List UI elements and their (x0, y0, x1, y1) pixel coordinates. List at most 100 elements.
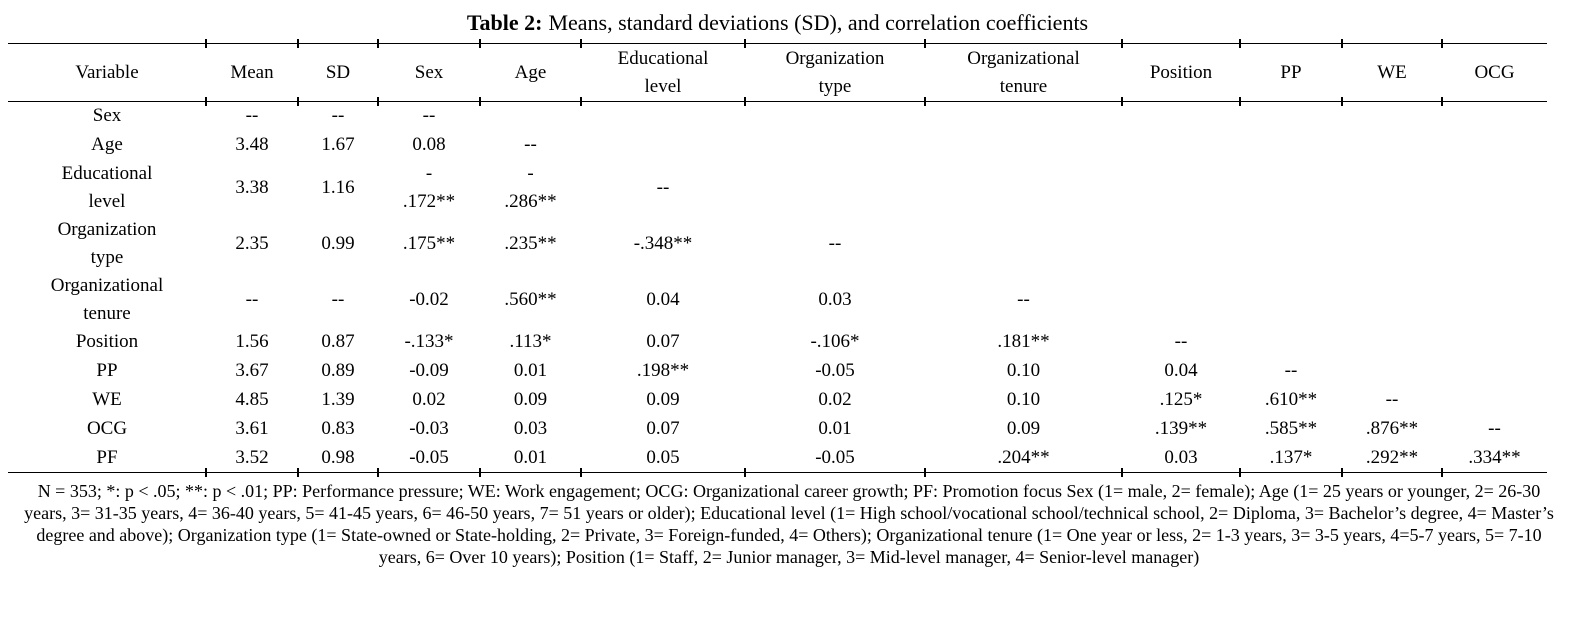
cell: - .172** (402, 162, 456, 212)
cell: 1.39 (321, 389, 355, 410)
cell (1442, 357, 1547, 386)
cell: .181** (997, 331, 1050, 352)
row-variable: Educational level (61, 162, 153, 212)
table-row: Age 3.48 1.67 0.08 -- (8, 131, 1547, 160)
cell: .292** (1341, 443, 1442, 477)
row-variable: PF (8, 443, 206, 473)
table-row: WE 4.85 1.39 0.02 0.09 0.09 0.02 0.10 .125* .610*… (8, 386, 1547, 415)
cell (1442, 272, 1547, 328)
cell: .585** (1264, 418, 1318, 439)
cell: -- (1488, 418, 1501, 439)
cell (1342, 272, 1442, 328)
column-header: Age (479, 39, 581, 107)
cell (745, 102, 925, 131)
cell: -.133* (404, 331, 454, 352)
table-row: OCG 3.61 0.83 -0.03 0.03 0.07 0.01 0.09 .139** .5… (8, 415, 1547, 444)
table-row: Educational level 3.38 1.16 - .172** - .286*… (8, 160, 1547, 216)
cell: -- (422, 105, 436, 127)
cell: 0.09 (513, 389, 548, 410)
cell: .235** (504, 232, 557, 254)
cell: 0.01 (479, 443, 581, 477)
cell: 0.04 (646, 288, 680, 310)
cell (1240, 131, 1342, 160)
cell: -0.05 (815, 360, 855, 381)
cell (1442, 160, 1547, 216)
cell (1342, 328, 1442, 357)
cell: 0.07 (646, 418, 680, 439)
table-body: Sex -- -- -- Age 3.48 1.67 0.08 -- Educational le… (8, 102, 1547, 477)
cell: -- (1284, 360, 1298, 381)
cell (1342, 102, 1442, 131)
column-header: PP (1239, 39, 1342, 107)
row-variable: OCG (86, 418, 128, 439)
cell: 0.09 (646, 389, 680, 410)
row-variable: Organizational tenure (50, 274, 164, 324)
cell: 0.07 (646, 331, 680, 352)
cell: -.348** (633, 232, 693, 254)
row-variable: Age (91, 134, 123, 155)
cell: -0.09 (409, 360, 449, 381)
cell (1442, 386, 1547, 415)
column-header: WE (1341, 39, 1442, 107)
cell: 0.89 (321, 360, 355, 381)
cell: 0.02 (412, 389, 446, 410)
cell: -0.05 (377, 443, 480, 477)
row-variable: Position (75, 331, 139, 352)
cell: -.106* (810, 331, 860, 352)
cell: -- (245, 105, 259, 127)
table-row: Organizational tenure -- -- -0.02 .560** 0.04… (8, 272, 1547, 328)
table-footnote: N = 353; *: p < .05; **: p < .01; PP: Pe… (24, 481, 1554, 567)
cell: 0.04 (1164, 360, 1198, 381)
cell: -0.03 (409, 418, 449, 439)
cell: -- (1174, 331, 1188, 352)
cell: .125* (1159, 389, 1203, 410)
cell (1122, 102, 1240, 131)
cell: -- (828, 232, 842, 254)
cell (1240, 102, 1342, 131)
cell: 0.10 (1006, 360, 1041, 381)
column-header: SD (297, 39, 378, 107)
cell: -0.05 (744, 443, 925, 477)
row-variable: Organization type (57, 218, 157, 268)
cell: 0.08 (412, 134, 446, 155)
cell (745, 131, 925, 160)
cell: .334** (1441, 443, 1547, 477)
cell: - .286** (504, 162, 557, 212)
cell: -- (245, 288, 259, 310)
cell: 0.03 (513, 418, 548, 439)
cell: .113* (509, 331, 552, 352)
cell (581, 102, 745, 131)
cell: .204** (924, 443, 1122, 477)
row-variable: Sex (92, 105, 122, 127)
column-header: Educational level (580, 39, 745, 107)
cell: 0.87 (321, 331, 355, 352)
cell (1442, 328, 1547, 357)
cell: 3.38 (235, 176, 269, 198)
column-header: Position (1121, 39, 1240, 107)
cell (1122, 131, 1240, 160)
cell (1122, 272, 1240, 328)
cell: .139** (1154, 418, 1208, 439)
header-row: Variable Mean SD Sex Age Educational level Org… (8, 39, 1547, 107)
cell: 0.03 (818, 288, 852, 310)
cell: 1.16 (321, 176, 355, 198)
cell: 0.98 (297, 443, 378, 477)
cell: -- (331, 105, 345, 127)
cell (1240, 160, 1342, 216)
table-row: Organization type 2.35 0.99 .175** .235** -.3… (8, 216, 1547, 272)
cell (1240, 328, 1342, 357)
cell (745, 160, 925, 216)
cell: .876** (1365, 418, 1419, 439)
cell: 0.99 (321, 232, 355, 254)
cell: -- (656, 176, 670, 198)
cell: -- (524, 134, 537, 155)
table-title: Table 2: Means, standard deviations (SD),… (8, 8, 1547, 38)
table-row: Position 1.56 0.87 -.133* .113* 0.07 -.106* .18… (8, 328, 1547, 357)
column-header: Organization type (744, 39, 925, 107)
cell: .137* (1239, 443, 1342, 477)
row-variable: WE (92, 389, 122, 410)
cell (581, 131, 745, 160)
row-variable: PP (96, 360, 118, 381)
cell: 1.67 (321, 134, 355, 155)
cell (1342, 216, 1442, 272)
